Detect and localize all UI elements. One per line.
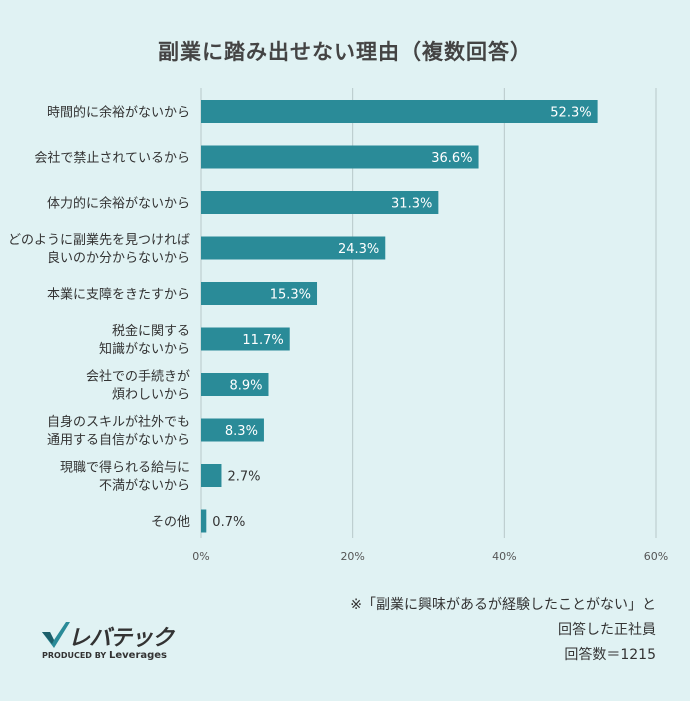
- levtech-logo: レバテック PRODUCED BY Leverages: [40, 620, 180, 664]
- logo-brand: Leverages: [108, 650, 168, 661]
- checkmark-logo-icon: [42, 622, 70, 648]
- category-label: 会社で禁止されているから: [34, 150, 190, 166]
- category-label: 現職で得られる給与に: [60, 460, 190, 476]
- chart-title: 副業に踏み出せない理由（複数回答）: [158, 40, 532, 64]
- bar: [201, 100, 598, 123]
- category-label: 良いのか分からないから: [47, 250, 190, 266]
- category-label: 通用する自信がないから: [47, 433, 190, 448]
- logo-produced-by-text: PRODUCED BY: [42, 651, 107, 660]
- bar: [201, 282, 318, 305]
- x-tick-label: 60%: [644, 550, 668, 563]
- category-label: 体力的に余裕がないから: [47, 196, 190, 212]
- bar-value-label: 11.7%: [242, 333, 283, 348]
- bar-value-label: 36.6%: [431, 151, 472, 166]
- bar: [201, 145, 479, 169]
- bar-value-label: 15.3%: [270, 288, 311, 303]
- bar: [201, 327, 290, 351]
- bar-value-label: 52.3%: [550, 106, 591, 121]
- survey-note: ※「副業に興味があるが経験したことがない」と 回答した正社員 回答数＝1215: [350, 593, 656, 668]
- bar: [201, 509, 207, 533]
- bar-chart: 0% 20% 40% 60% 52.3% 時間的に余裕がないから 36.6% 会社で禁止されて…: [8, 88, 668, 563]
- bar: [201, 191, 439, 214]
- category-label: 税金に関する: [112, 323, 190, 339]
- bar: [201, 373, 269, 396]
- bar: [201, 464, 222, 487]
- category-label: 煩わしいから: [112, 388, 190, 403]
- bar-value-label: 24.3%: [338, 242, 379, 257]
- category-label: 自身のスキルが社外でも: [47, 414, 190, 430]
- logo-name: レバテック: [68, 626, 174, 651]
- category-label: その他: [151, 515, 190, 530]
- logo-produced-by: PRODUCED BY Leverages: [42, 650, 167, 661]
- category-label: 本業に支障をきたすから: [47, 287, 190, 303]
- category-label: 時間的に余裕がないから: [47, 105, 190, 121]
- note-line-2: 回答した正社員: [558, 622, 656, 638]
- bar-value-label: 0.7%: [212, 515, 245, 530]
- bar: [201, 418, 264, 442]
- bar-value-label: 31.3%: [391, 197, 432, 212]
- x-tick-label: 40%: [492, 550, 516, 563]
- note-line-3: 回答数＝1215: [564, 647, 656, 663]
- bar: [201, 236, 386, 260]
- note-line-1: ※「副業に興味があるが経験したことがない」と: [350, 597, 656, 613]
- bar-value-label: 2.7%: [227, 470, 260, 485]
- category-label: 会社での手続きが: [86, 369, 190, 385]
- category-label: 不満がないから: [99, 479, 190, 494]
- bar-value-label: 8.3%: [225, 424, 258, 439]
- x-tick-label: 0%: [192, 550, 209, 563]
- category-label: 知識がないから: [99, 341, 190, 357]
- bar-value-label: 8.9%: [229, 379, 262, 394]
- category-label: どのように副業先を見つければ: [8, 232, 190, 248]
- x-tick-label: 20%: [340, 550, 364, 563]
